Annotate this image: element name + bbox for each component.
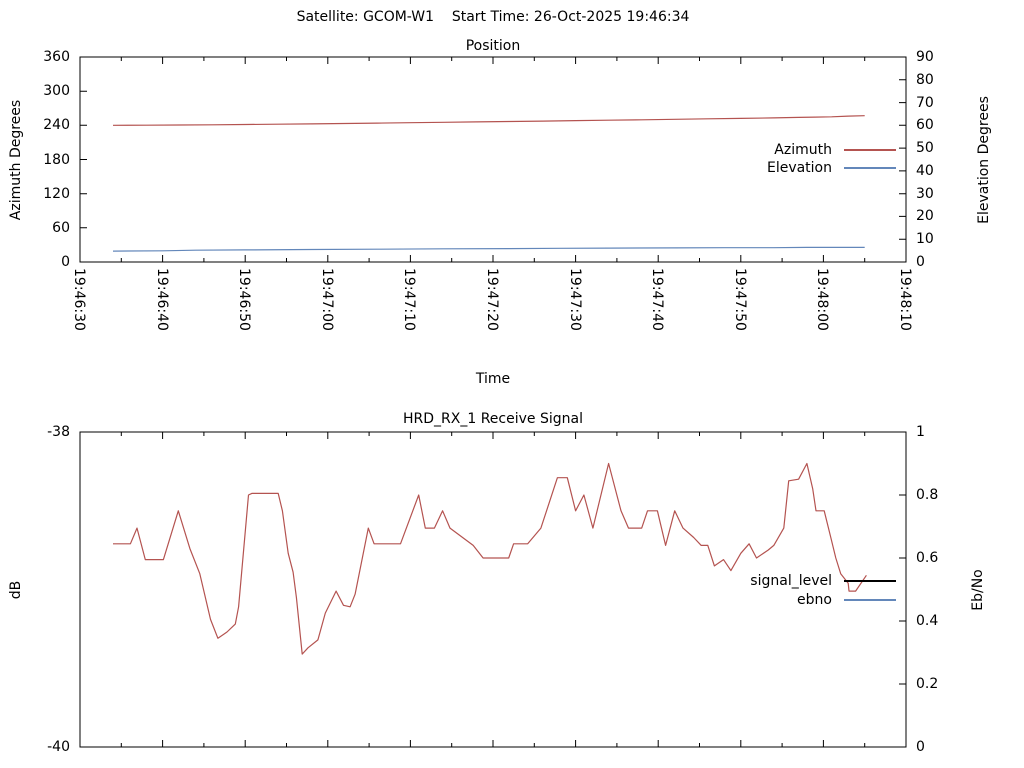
db-axis-label: dB [8, 580, 24, 600]
x-tick-label: 19:46:30 [71, 268, 87, 331]
x-tick-label: 19:47:00 [318, 268, 335, 331]
y-right-tick-label: 0.8 [916, 487, 939, 503]
y-left-tick-label: 180 [43, 151, 70, 168]
legend-elevation-label: Elevation [766, 160, 832, 176]
x-tick-label: 19:46:50 [236, 268, 253, 331]
y-right-tick-label: 60 [916, 117, 934, 134]
y-right-tick-label: 0 [916, 739, 925, 755]
x-tick-label: 19:47:30 [566, 268, 583, 331]
legend-azimuth-label: Azimuth [774, 142, 832, 158]
y-left-tick-label: -38 [47, 424, 70, 440]
azimuth-line-sample [844, 149, 896, 151]
elevation-line-sample [844, 167, 896, 169]
legend-signal-level: signal_level [750, 572, 896, 590]
y-right-tick-label: 10 [916, 231, 934, 248]
x-tick-label: 19:47:50 [731, 268, 748, 331]
page-title: Satellite: GCOM-W1 Start Time: 26-Oct-20… [296, 9, 690, 25]
y-right-tick-label: 0.2 [916, 676, 939, 692]
x-tick-label: 19:47:10 [401, 268, 418, 331]
legend-signal-level-label: signal_level [750, 573, 832, 589]
y-right-tick-label: 20 [916, 208, 934, 225]
y-right-tick-label: 70 [916, 94, 934, 111]
y-right-tick-label: 0.4 [916, 613, 939, 629]
y-right-tick-label: 50 [916, 140, 934, 157]
azimuth-axis-label: Azimuth Degrees [8, 99, 24, 221]
y-left-tick-label: 60 [52, 219, 70, 236]
y-right-tick-label: 1 [916, 424, 925, 440]
signal-level-line-sample [844, 580, 896, 582]
y-left-tick-label: 300 [43, 83, 70, 100]
y-right-tick-label: 80 [916, 71, 934, 88]
y-left-tick-label: 0 [61, 254, 70, 270]
y-right-tick-label: 40 [916, 162, 934, 179]
x-tick-label: 19:47:20 [484, 268, 500, 331]
time-axis-label: Time [475, 371, 511, 387]
position-chart-title: Position [465, 38, 521, 54]
legend-ebno: ebno [797, 591, 896, 609]
y-left-tick-label: -40 [47, 739, 70, 755]
y-left-tick-label: 120 [43, 185, 70, 202]
y-right-tick-label: 0 [916, 254, 925, 270]
y-right-tick-label: 30 [916, 185, 934, 202]
y-left-tick-label: 240 [43, 117, 70, 134]
y-right-tick-label: 90 [916, 49, 934, 65]
x-tick-label: 19:48:10 [897, 268, 913, 331]
x-tick-label: 19:47:40 [649, 268, 666, 331]
y-left-tick-label: 360 [43, 49, 70, 65]
receive-signal-chart-title: HRD_RX_1 Receive Signal [403, 411, 583, 427]
legend-ebno-label: ebno [797, 592, 832, 608]
legend-azimuth: Azimuth [774, 141, 896, 159]
legend-elevation: Elevation [767, 159, 896, 177]
ebno-axis-label: Eb/No [970, 569, 986, 611]
y-right-tick-label: 0.6 [916, 550, 939, 566]
x-tick-label: 19:46:40 [153, 268, 170, 331]
elevation-axis-label: Elevation Degrees [976, 96, 992, 224]
ebno-line-sample [844, 599, 896, 601]
x-tick-label: 19:48:00 [814, 268, 831, 331]
